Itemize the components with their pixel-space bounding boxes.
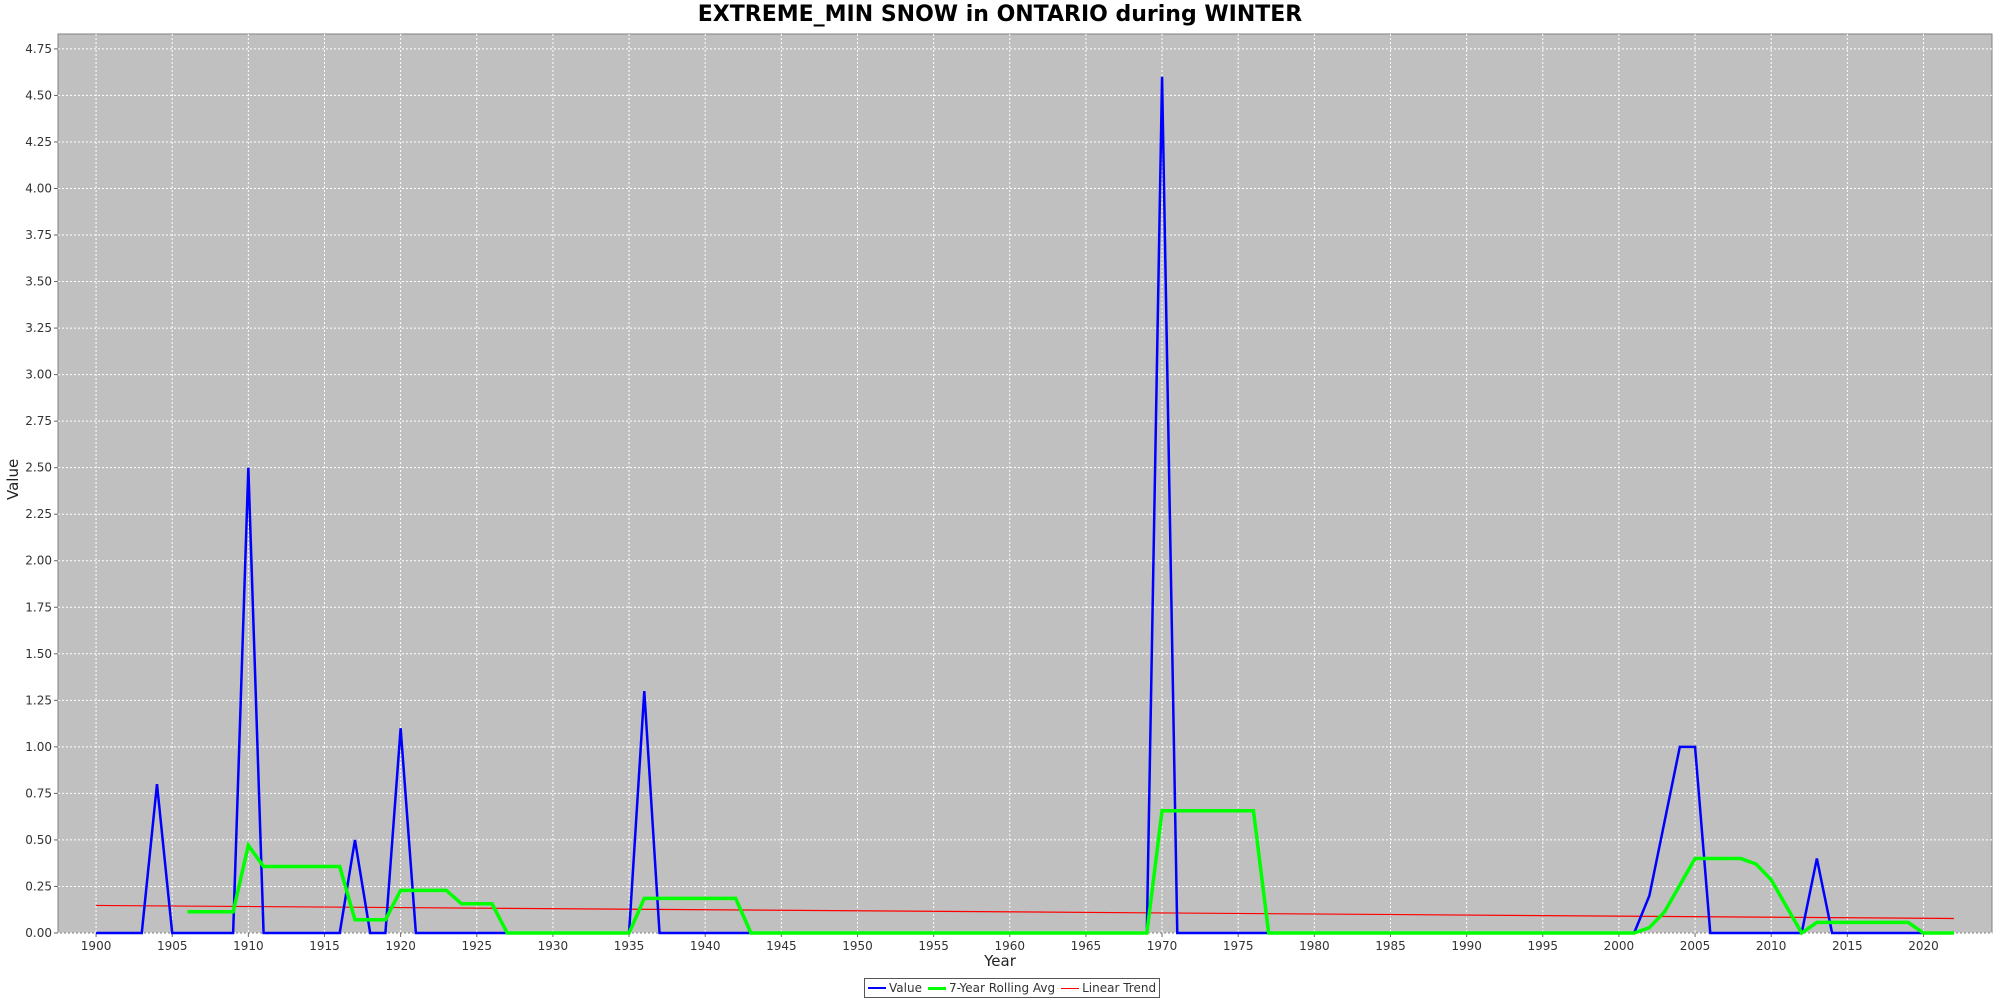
x-tick-label: 1940 bbox=[690, 939, 721, 953]
x-tick-label: 2020 bbox=[1908, 939, 1939, 953]
y-tick-label: 3.00 bbox=[25, 368, 52, 382]
y-tick-label: 0.00 bbox=[25, 926, 52, 940]
y-tick-label: 0.25 bbox=[25, 879, 52, 893]
x-tick-label: 1900 bbox=[81, 939, 112, 953]
y-tick-label: 1.75 bbox=[25, 600, 52, 614]
y-tick-label: 3.25 bbox=[25, 321, 52, 335]
legend-item-trend: Linear Trend bbox=[1061, 981, 1156, 995]
x-tick-label: 1995 bbox=[1527, 939, 1558, 953]
x-tick-label: 2005 bbox=[1680, 939, 1711, 953]
x-tick-label: 1980 bbox=[1299, 939, 1330, 953]
x-tick-label: 1920 bbox=[385, 939, 416, 953]
x-tick-label: 1905 bbox=[157, 939, 188, 953]
legend-swatch-rolling bbox=[927, 986, 946, 990]
legend: Value 7-Year Rolling Avg Linear Trend bbox=[864, 978, 1161, 998]
y-tick-label: 2.75 bbox=[25, 414, 52, 428]
x-tick-label: 1935 bbox=[614, 939, 645, 953]
plot-area bbox=[57, 33, 1993, 934]
x-tick-label: 1960 bbox=[994, 939, 1025, 953]
series-rolling-avg-line bbox=[187, 808, 1954, 936]
legend-label-rolling: 7-Year Rolling Avg bbox=[948, 981, 1056, 995]
y-tick-label: 1.25 bbox=[25, 693, 52, 707]
y-tick-label: 2.50 bbox=[25, 461, 52, 475]
y-tick-label: 1.50 bbox=[25, 647, 52, 661]
x-tick-label: 1975 bbox=[1223, 939, 1254, 953]
x-tick-label: 1925 bbox=[462, 939, 493, 953]
legend-item-value: Value bbox=[868, 981, 922, 995]
legend-item-rolling: 7-Year Rolling Avg bbox=[927, 981, 1056, 995]
series-linear-trend-line bbox=[96, 904, 1954, 920]
x-tick-label: 1990 bbox=[1451, 939, 1482, 953]
y-tick-label: 0.75 bbox=[25, 786, 52, 800]
y-tick-label: 4.75 bbox=[25, 42, 52, 56]
x-tick-label: 2000 bbox=[1604, 939, 1635, 953]
legend-label-trend: Linear Trend bbox=[1082, 981, 1157, 995]
x-tick-label: 1985 bbox=[1375, 939, 1406, 953]
x-tick-label: 2010 bbox=[1756, 939, 1787, 953]
legend-label-value: Value bbox=[889, 981, 922, 995]
x-tick-label: 1965 bbox=[1071, 939, 1102, 953]
x-tick-label: 1970 bbox=[1147, 939, 1178, 953]
y-tick-label: 3.75 bbox=[25, 228, 52, 242]
y-tick-label: 0.50 bbox=[25, 833, 52, 847]
y-tick-label: 2.00 bbox=[25, 554, 52, 568]
x-tick-label: 1950 bbox=[842, 939, 873, 953]
x-tick-label: 2015 bbox=[1832, 939, 1863, 953]
x-tick-label: 1955 bbox=[918, 939, 949, 953]
y-tick-label: 3.50 bbox=[25, 275, 52, 289]
y-tick-label: 2.25 bbox=[25, 507, 52, 521]
legend-swatch-trend bbox=[1061, 987, 1080, 989]
x-tick-label: 1930 bbox=[538, 939, 569, 953]
y-tick-label: 1.00 bbox=[25, 740, 52, 754]
y-tick-label: 4.50 bbox=[25, 88, 52, 102]
y-tick-label: 4.25 bbox=[25, 135, 52, 149]
x-tick-label: 1910 bbox=[233, 939, 264, 953]
x-tick-label: 1945 bbox=[766, 939, 797, 953]
x-axis-label: Year bbox=[984, 952, 1016, 970]
chart-title: EXTREME_MIN SNOW in ONTARIO during WINTE… bbox=[697, 2, 1303, 27]
x-tick-label: 1915 bbox=[309, 939, 340, 953]
y-tick-label: 4.00 bbox=[25, 181, 52, 195]
legend-swatch-value bbox=[868, 987, 886, 989]
